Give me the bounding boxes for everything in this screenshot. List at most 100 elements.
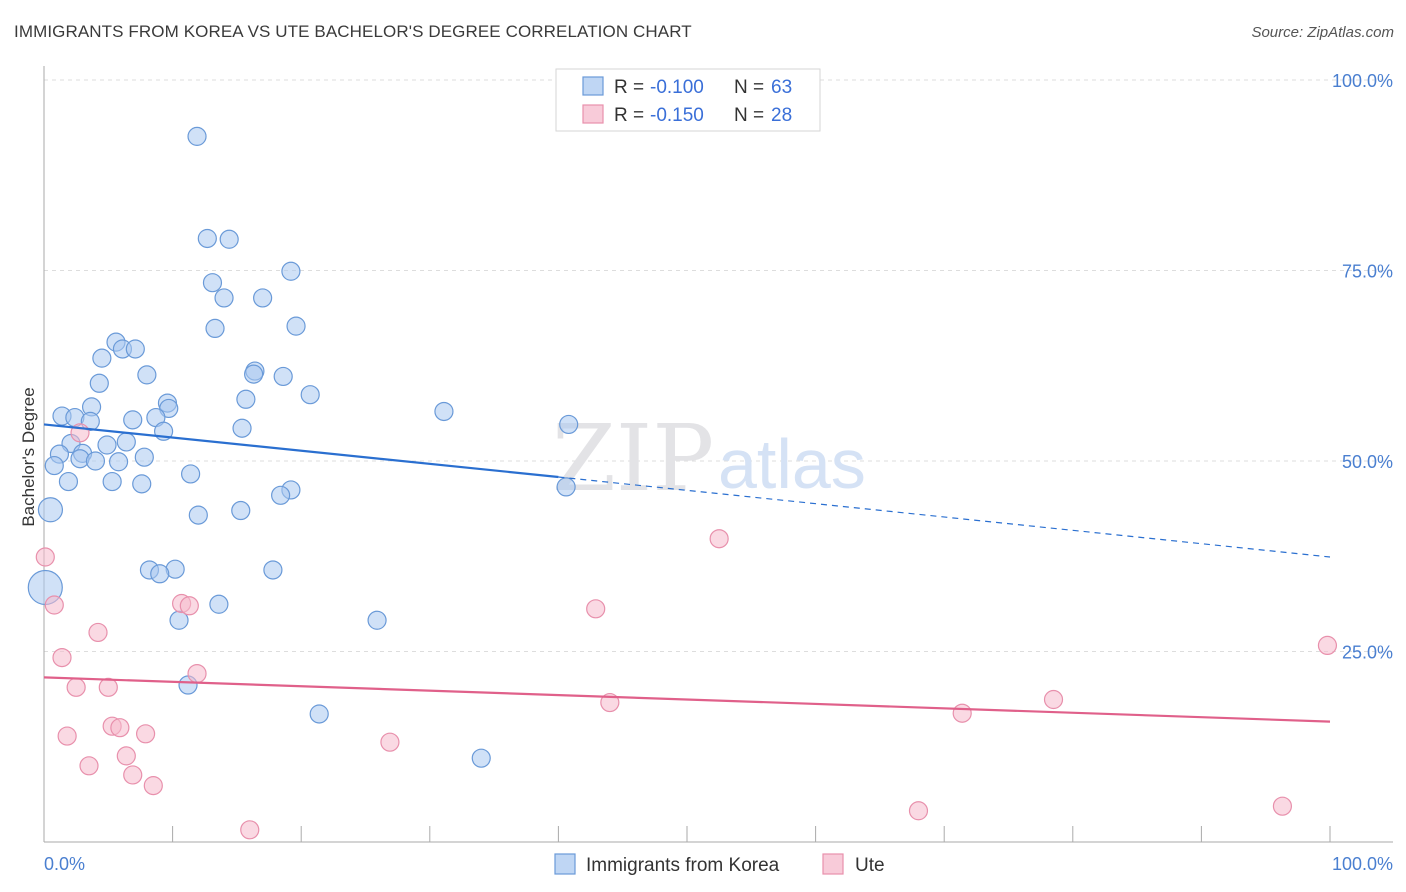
watermark: ZIP atlas xyxy=(552,405,866,512)
legend: R = -0.100 N = 63 R = -0.150 N = 28 xyxy=(555,68,821,132)
x-tick-label-min: 0.0% xyxy=(44,854,85,874)
y-tick-label: 100.0% xyxy=(1332,71,1393,91)
korea-point xyxy=(205,318,225,339)
legend-ute-n-value: 28 xyxy=(771,105,792,126)
korea-point xyxy=(108,452,129,472)
legend-korea-n-value: 63 xyxy=(771,77,792,98)
bottom-legend-korea-label: Immigrants from Korea xyxy=(586,855,780,876)
ute-trend-line xyxy=(43,676,1331,723)
grid-lines xyxy=(44,79,1393,652)
legend-korea-n-label: N = xyxy=(734,77,764,98)
korea-point xyxy=(202,273,223,293)
korea-point xyxy=(58,471,79,492)
korea-point xyxy=(37,497,64,523)
ute-point xyxy=(1043,689,1064,710)
y-tick-labels: 25.0% 50.0% 75.0% 100.0% xyxy=(1332,71,1393,663)
ute-point xyxy=(952,703,972,723)
ute-point xyxy=(1317,635,1338,656)
ute-point xyxy=(98,677,118,697)
ute-point xyxy=(35,547,55,567)
ute-point xyxy=(179,596,199,616)
watermark-atlas: atlas xyxy=(718,425,866,503)
korea-point xyxy=(231,500,251,521)
korea-point xyxy=(150,564,170,584)
y-tick-label: 75.0% xyxy=(1342,262,1393,282)
legend-korea-r-value: -0.100 xyxy=(650,77,704,98)
korea-point xyxy=(187,126,207,146)
y-axis-label: Bachelor's Degree xyxy=(19,387,38,526)
bottom-legend-ute-swatch xyxy=(822,853,844,875)
ute-point xyxy=(44,595,64,615)
korea-point xyxy=(92,348,112,368)
korea-point xyxy=(116,432,136,452)
korea-point xyxy=(209,594,229,614)
korea-point xyxy=(214,288,234,308)
ute-point xyxy=(187,663,207,684)
ute-point xyxy=(380,732,400,752)
ute-point xyxy=(57,726,77,746)
korea-point xyxy=(232,418,252,438)
korea-point xyxy=(134,447,154,467)
ute-point xyxy=(143,776,163,796)
ute-point xyxy=(66,677,86,697)
korea-point xyxy=(273,366,293,387)
y-tick-label: 25.0% xyxy=(1342,643,1393,663)
korea-point xyxy=(263,560,283,580)
bottom-legend-ute-label: Ute xyxy=(855,855,885,876)
korea-point xyxy=(44,455,64,476)
korea-point xyxy=(219,229,239,249)
watermark-zip: ZIP xyxy=(552,405,714,512)
korea-point xyxy=(132,474,152,494)
korea-point xyxy=(123,410,143,430)
ute-point xyxy=(135,724,156,744)
korea-point xyxy=(286,316,306,336)
ute-point xyxy=(908,801,929,821)
korea-point xyxy=(89,373,109,393)
korea-point xyxy=(367,610,387,630)
legend-ute-swatch xyxy=(582,104,604,124)
korea-point xyxy=(85,451,106,471)
legend-korea-swatch xyxy=(582,76,604,96)
korea-point xyxy=(197,228,217,249)
bottom-legend-korea-swatch xyxy=(554,853,576,875)
legend-ute-r-label: R = xyxy=(614,105,644,126)
korea-point xyxy=(236,389,256,409)
ute-point xyxy=(52,647,72,668)
source-label: Source: ZipAtlas.com xyxy=(1251,24,1394,41)
y-tick-label: 50.0% xyxy=(1342,452,1393,472)
korea-point xyxy=(253,288,273,308)
ute-point xyxy=(110,718,130,738)
legend-ute-r-value: -0.150 xyxy=(650,105,704,126)
korea-point xyxy=(559,414,579,435)
trend-lines xyxy=(43,423,1331,723)
korea-point xyxy=(244,364,264,384)
legend-korea-r-label: R = xyxy=(614,77,644,98)
ute-point xyxy=(116,746,136,766)
axes xyxy=(43,66,1393,843)
ute-point xyxy=(79,756,99,776)
korea-point xyxy=(102,471,122,492)
korea-point xyxy=(271,485,291,505)
ute-point xyxy=(709,529,729,549)
ute-point xyxy=(88,622,108,643)
korea-points xyxy=(27,126,579,768)
chart-title: IMMIGRANTS FROM KOREA VS UTE BACHELOR'S … xyxy=(14,22,692,41)
korea-point xyxy=(97,435,117,455)
bottom-legend: Immigrants from Korea Ute xyxy=(554,853,885,876)
korea-point xyxy=(125,339,145,359)
korea-point xyxy=(471,748,491,768)
korea-point xyxy=(300,385,320,405)
korea-point xyxy=(188,505,208,525)
korea-trend-line xyxy=(43,423,559,479)
ute-point xyxy=(1272,796,1293,816)
legend-ute-n-label: N = xyxy=(734,105,764,126)
x-tick-label-max: 100.0% xyxy=(1332,854,1393,874)
korea-point xyxy=(309,704,329,724)
ute-point xyxy=(123,765,143,785)
ute-points xyxy=(35,423,1338,840)
korea-point xyxy=(181,464,201,484)
korea-trend-extension xyxy=(558,476,1331,558)
korea-point xyxy=(281,261,301,281)
ute-point xyxy=(240,820,260,840)
